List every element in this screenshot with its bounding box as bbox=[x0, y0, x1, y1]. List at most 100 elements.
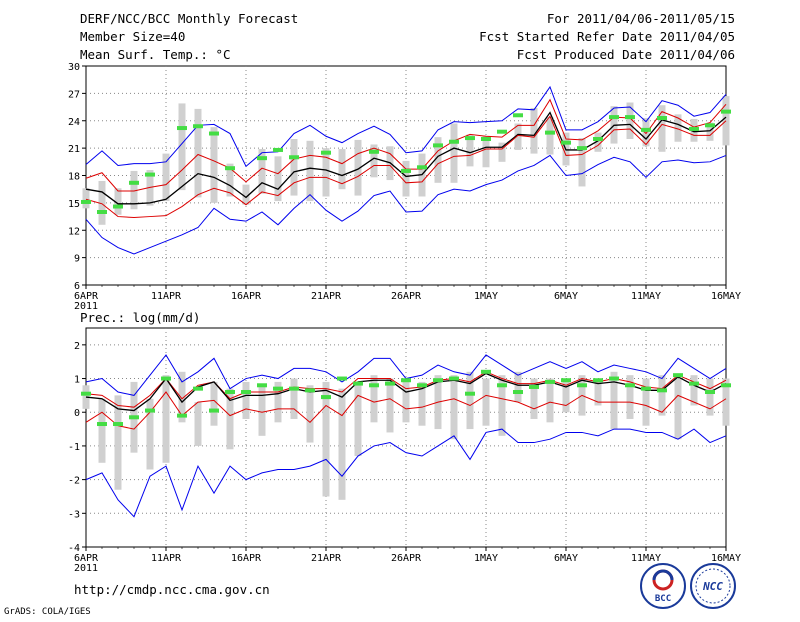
prec-obs-marker bbox=[337, 376, 347, 381]
prec-obs-marker bbox=[321, 395, 331, 400]
fcst-start-date: Fcst Started Refer Date 2011/04/05 bbox=[479, 29, 735, 44]
prec-xtick-label: 11APR bbox=[151, 553, 182, 564]
prec-spread-bar bbox=[450, 375, 458, 440]
grads-credit: GrADS: COLA/IGES bbox=[4, 607, 91, 617]
temp-spread-bar bbox=[626, 102, 634, 139]
prec-obs-marker bbox=[513, 390, 523, 395]
temp-line-upper bbox=[85, 85, 727, 168]
prec-spread-bar bbox=[546, 378, 554, 423]
temp-obs-marker bbox=[465, 136, 475, 141]
temp-spread-bar bbox=[530, 107, 538, 154]
prec-spread-bar bbox=[290, 378, 298, 419]
prec-line-ens-high bbox=[85, 371, 727, 408]
prec-obs-marker bbox=[721, 383, 731, 388]
prec-obs-marker bbox=[129, 415, 139, 420]
prec-spread-bar bbox=[514, 371, 522, 403]
prec-obs-marker bbox=[689, 381, 699, 386]
temp-obs-marker bbox=[609, 115, 619, 120]
temp-spread-bar bbox=[674, 114, 682, 142]
temp-xtick-label: 11MAY bbox=[631, 291, 661, 302]
prec-spread-bar bbox=[610, 371, 618, 430]
temp-ytick-label: 27 bbox=[68, 89, 80, 100]
prec-obs-marker bbox=[369, 383, 379, 388]
temp-spread-bar bbox=[290, 139, 298, 196]
temp-obs-marker bbox=[625, 115, 635, 120]
prec-spread-bar bbox=[562, 381, 570, 413]
temp-spread-bar bbox=[258, 149, 266, 194]
prec-obs-marker bbox=[161, 376, 171, 381]
temp-spread-bar bbox=[594, 132, 602, 152]
temp-spread-bar bbox=[194, 108, 202, 198]
temp-obs-marker bbox=[497, 129, 507, 134]
prec-obs-marker bbox=[81, 391, 91, 396]
prec-obs-marker bbox=[417, 383, 427, 388]
temp-obs-marker bbox=[129, 180, 139, 185]
temp-spread-bar bbox=[210, 127, 218, 203]
temp-obs-marker bbox=[641, 127, 651, 132]
prec-xtick-label: 16MAY bbox=[711, 553, 741, 564]
prec-obs-marker bbox=[561, 378, 571, 383]
prec-obs-marker bbox=[209, 408, 219, 413]
prec-xtick-label: 11MAY bbox=[631, 553, 661, 564]
temp-spread-bar bbox=[242, 184, 250, 205]
temp-obs-marker bbox=[193, 124, 203, 129]
temp-xtick-label: 16MAY bbox=[711, 291, 741, 302]
prec-obs-marker bbox=[305, 388, 315, 393]
temp-xtick-label: 16APR bbox=[231, 291, 262, 302]
prec-spread-bar bbox=[226, 388, 234, 450]
temp-xtick-label: 11APR bbox=[151, 291, 182, 302]
prec-obs-marker bbox=[593, 378, 603, 383]
temp-spread-bar bbox=[162, 153, 170, 202]
prec-spread-bar bbox=[370, 375, 378, 423]
temp-ytick-label: 12 bbox=[68, 226, 80, 237]
prec-obs-marker bbox=[673, 373, 683, 378]
temp-obs-marker bbox=[513, 113, 523, 118]
bcc-logo: BCC bbox=[640, 563, 686, 609]
prec-obs-marker bbox=[481, 369, 491, 374]
prec-ytick-label: -1 bbox=[68, 442, 80, 453]
temp-spread-bar bbox=[226, 163, 234, 197]
temp-ytick-label: 30 bbox=[68, 62, 80, 73]
temp-line-lower bbox=[85, 154, 727, 255]
temp-ytick-label: 6 bbox=[74, 281, 80, 292]
figure-title: DERF/NCC/BCC Monthly Forecast bbox=[80, 11, 298, 26]
temp-obs-marker bbox=[705, 123, 715, 128]
prec-spread-bar bbox=[386, 378, 394, 433]
prec-spread-bar bbox=[530, 378, 538, 419]
prec-spread-bar bbox=[594, 381, 602, 406]
temp-spread-bar bbox=[402, 160, 410, 197]
temp-spread-bar bbox=[658, 105, 666, 152]
prec-spread-bar bbox=[82, 385, 90, 409]
prec-spread-bar bbox=[194, 402, 202, 446]
temp-obs-marker bbox=[433, 143, 443, 148]
temp-obs-marker bbox=[401, 168, 411, 173]
temp-spread-bar bbox=[466, 134, 474, 167]
ncc-logo: NCC bbox=[690, 563, 736, 609]
temp-spread-bar bbox=[482, 136, 490, 168]
forecast-period: For 2011/04/06-2011/05/15 bbox=[547, 11, 735, 26]
temp-obs-marker bbox=[81, 199, 91, 204]
temp-spread-bar bbox=[98, 180, 106, 225]
prec-spread-bar bbox=[722, 378, 730, 426]
prec-xtick-label: 26APR bbox=[391, 553, 422, 564]
prec-obs-marker bbox=[273, 386, 283, 391]
temp-spread-bar bbox=[354, 139, 362, 196]
prec-obs-marker bbox=[353, 381, 363, 386]
prec-spread-bar bbox=[354, 381, 362, 457]
temp-xtick-sublabel: 2011 bbox=[74, 301, 98, 312]
prec-obs-marker bbox=[113, 422, 123, 427]
prec-obs-marker bbox=[97, 422, 107, 427]
temp-obs-marker bbox=[145, 172, 155, 177]
temp-obs-marker bbox=[721, 109, 731, 114]
temp-ytick-label: 21 bbox=[68, 144, 80, 155]
temp-spread-bar bbox=[514, 123, 522, 150]
temp-spread-bar bbox=[338, 149, 346, 190]
prec-obs-marker bbox=[225, 390, 235, 395]
prec-obs-marker bbox=[433, 378, 443, 383]
prec-spread-bar bbox=[258, 385, 266, 436]
temp-spread-bar bbox=[450, 123, 458, 183]
source-url[interactable]: http://cmdp.ncc.cma.gov.cn bbox=[74, 582, 270, 597]
prec-obs-marker bbox=[609, 376, 619, 381]
